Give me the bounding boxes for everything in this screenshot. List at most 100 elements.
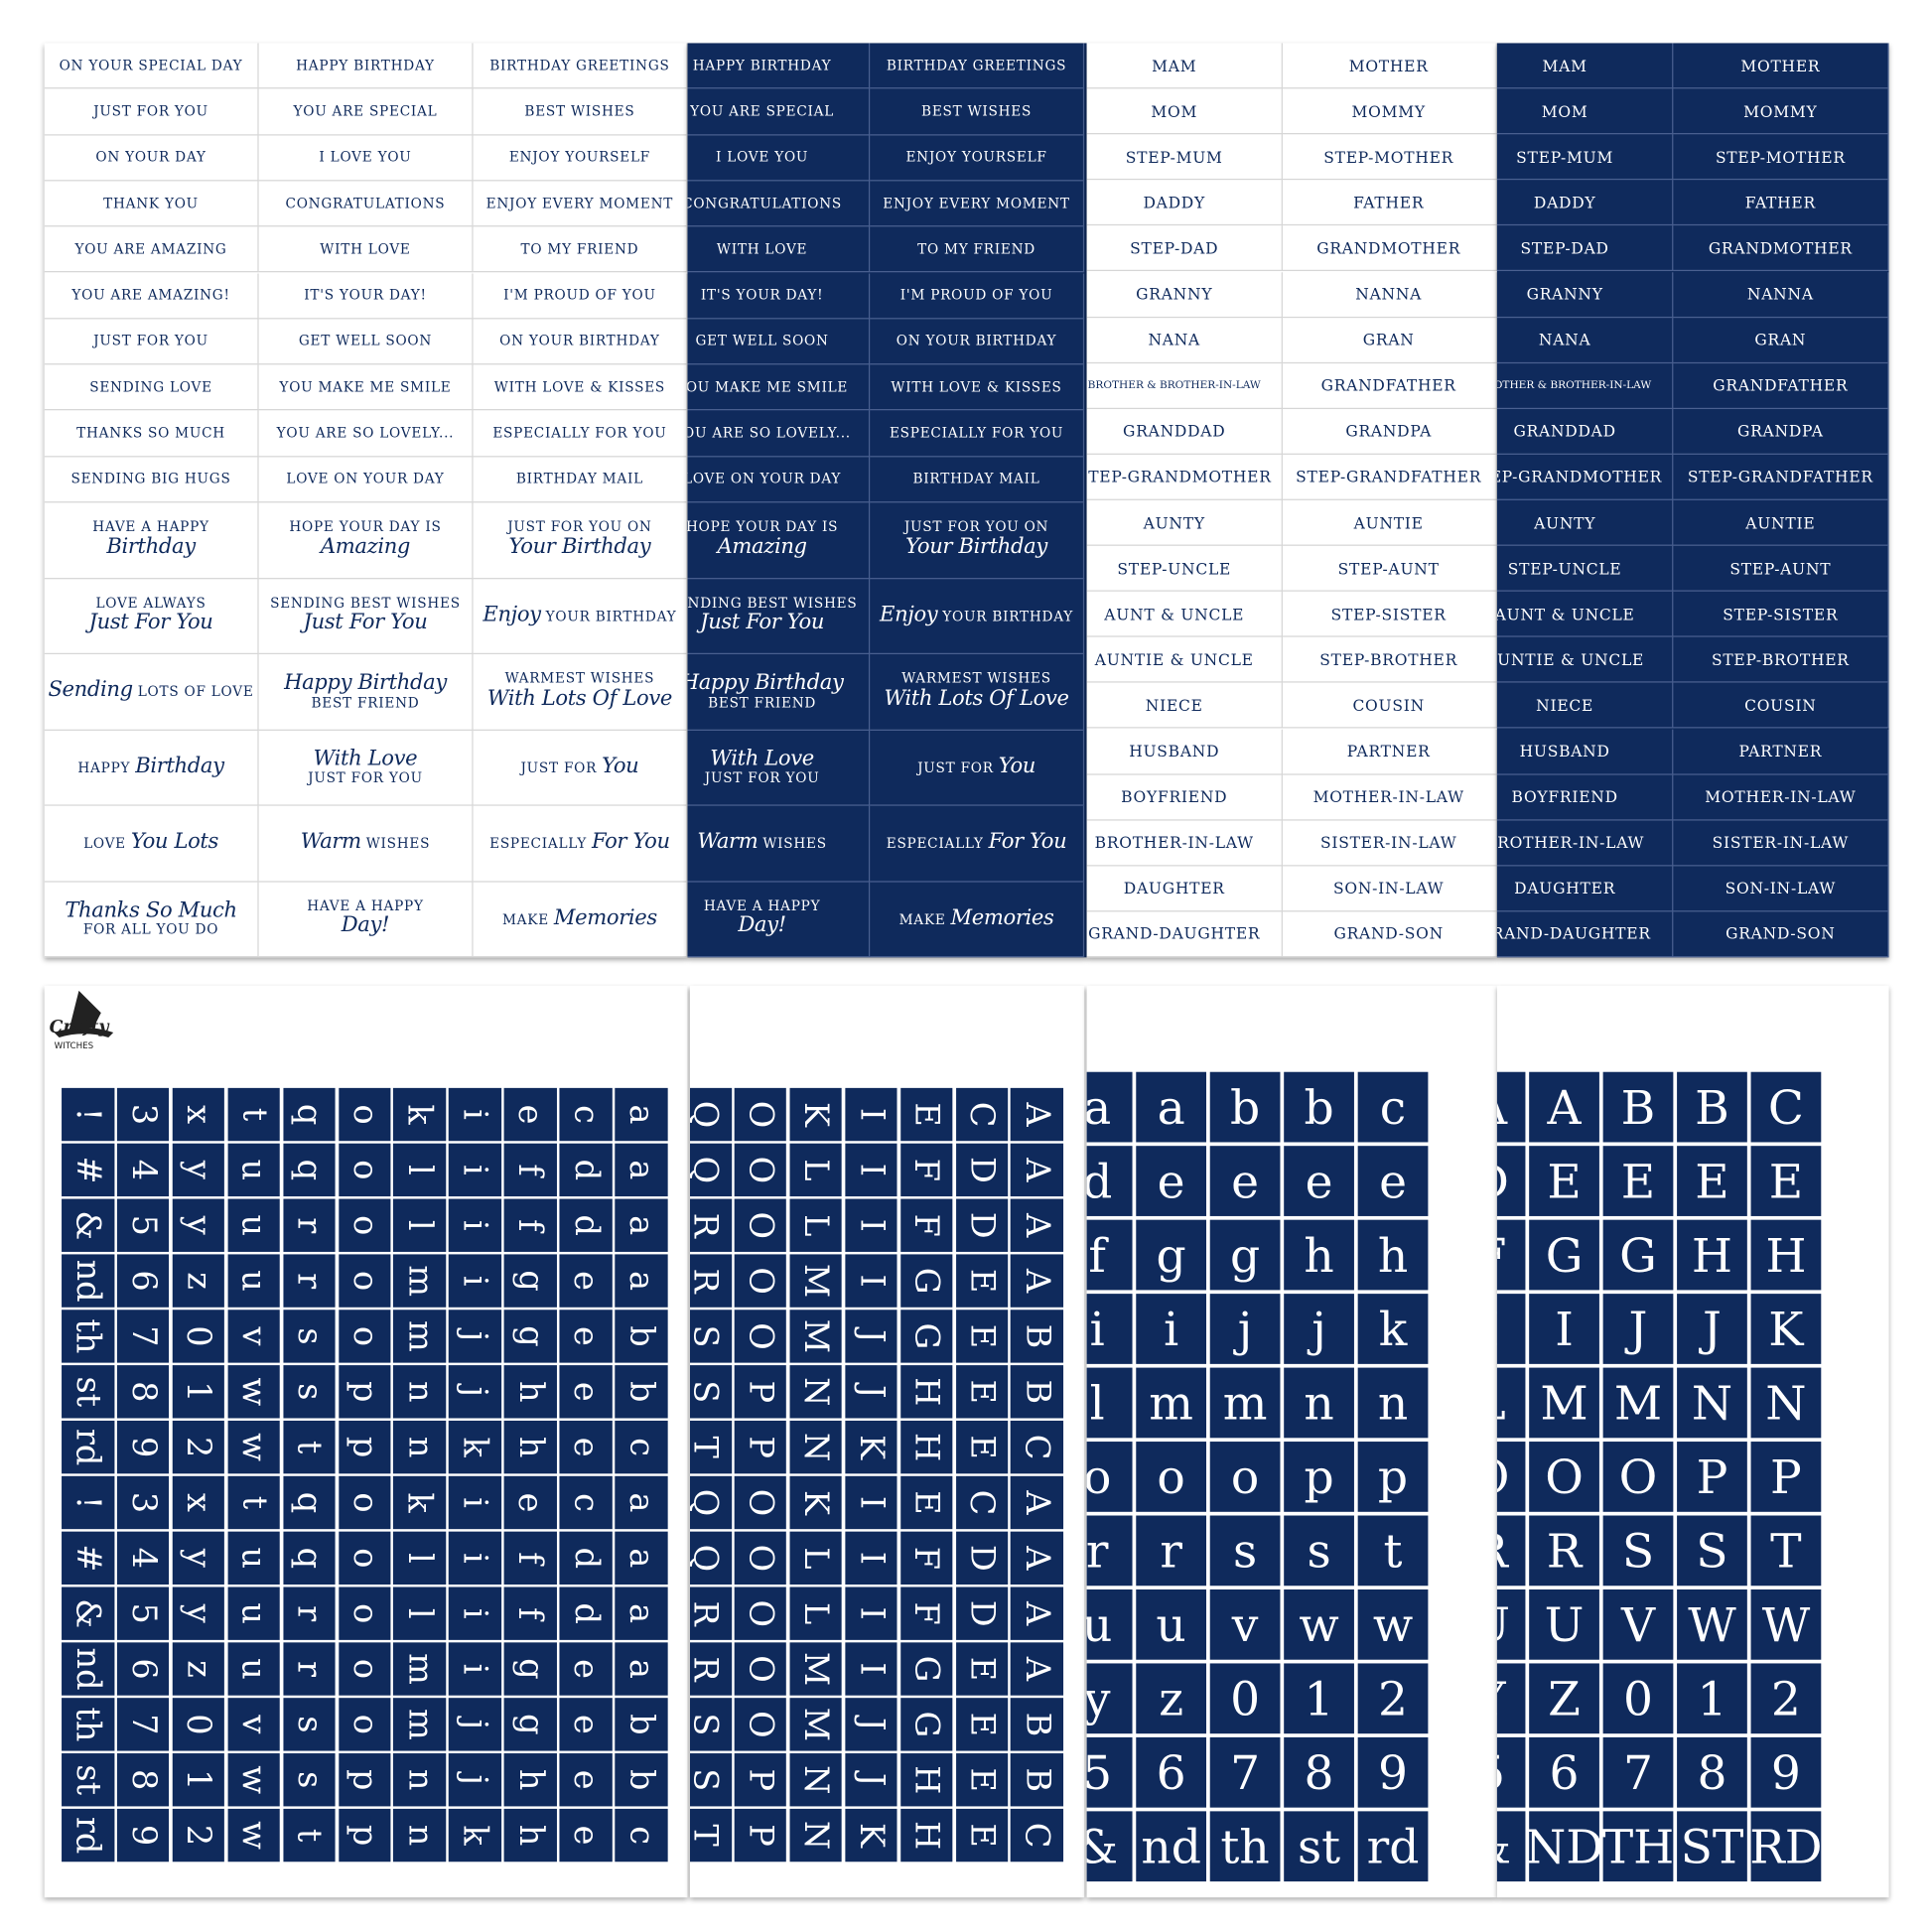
letter-sticker: M (789, 1698, 843, 1751)
label: H (906, 1433, 946, 1462)
cell-line: HOPE YOUR DAY IS (688, 519, 839, 536)
cell-line: Just For You (700, 611, 824, 635)
label: e (566, 1437, 606, 1457)
label: I LOVE YOU (716, 149, 809, 166)
letter-sticker: m (393, 1642, 447, 1696)
label: MOM (1151, 101, 1198, 121)
letter-sticker: L (789, 1143, 843, 1197)
cell-line: SENDING BEST WISHES (688, 595, 858, 612)
label: l (400, 1607, 439, 1619)
cell-line: MAKE Memories (502, 906, 657, 930)
sentiment-sticker: HAPPY Birthday (44, 730, 259, 806)
letter-sticker: A (1496, 1071, 1526, 1143)
label: MOTHER-IN-LAW (1312, 787, 1464, 806)
family-sticker: STEP-AUNT (1673, 545, 1889, 592)
letter-sticker: F (899, 1143, 953, 1197)
label: E (962, 1767, 1002, 1792)
label: A (1018, 1158, 1056, 1182)
sentiment-sheet: HAPPY BIRTHDAY YOU ARE SPECIAL I LOVE YOU C… (687, 43, 1087, 958)
label: H (906, 1820, 946, 1851)
label: COUSIN (1352, 696, 1425, 715)
label: S (690, 1324, 724, 1347)
label: 6 (1156, 1744, 1186, 1800)
label: v (1231, 1597, 1259, 1652)
label: f (510, 1219, 550, 1232)
label: h (510, 1768, 550, 1791)
letter-sticker: a (615, 1198, 668, 1252)
label: 5 (1087, 1745, 1113, 1800)
letter-sheet: ! # & nd th st rd! # & nd th st rd 3 4 5 6 7 8 9 3 4 5 6 7 8 9 x y y z… (44, 985, 688, 1898)
letter-sticker: G (1529, 1219, 1599, 1291)
label: j (456, 1774, 494, 1785)
letter-sticker: G (899, 1310, 953, 1363)
label: Day! (341, 913, 390, 938)
cell-line: Happy Birthday (687, 670, 844, 696)
label: J (1628, 1302, 1648, 1356)
label: j (456, 1330, 494, 1342)
letter-sticker: 7 (1209, 1736, 1281, 1808)
letter-sticker: s (1209, 1515, 1281, 1587)
label: P (741, 1380, 780, 1404)
letter-sticker: H (1677, 1219, 1747, 1291)
label: j (1311, 1302, 1326, 1356)
label: m (400, 1320, 439, 1352)
letter-sticker: h (1284, 1219, 1354, 1291)
letter-sticker: j (449, 1365, 501, 1419)
label: N (796, 1377, 835, 1407)
label: PARTNER (1738, 742, 1823, 760)
label: f (510, 1164, 550, 1176)
letter-sticker: y (172, 1143, 225, 1197)
letter-sticker: e (1209, 1146, 1281, 1216)
label: q (290, 1547, 329, 1570)
letter-sticker: g (503, 1254, 557, 1308)
label: FATHER (1744, 193, 1816, 212)
label: c (1379, 1079, 1407, 1135)
letter-sticker: P (734, 1365, 787, 1419)
letter-sticker: G (1602, 1219, 1674, 1291)
letter-sticker: I (844, 1198, 897, 1252)
sentiment-sticker: LOVE You Lots (44, 805, 259, 882)
letter-sticker: a (1136, 1071, 1207, 1143)
label: b (621, 1325, 660, 1347)
letter-sticker: N (789, 1420, 843, 1474)
label: e (566, 1769, 606, 1790)
label: O (1618, 1449, 1658, 1504)
sentiment-sticker: ENJOY EVERY MOMENT (473, 181, 688, 227)
letter-sticker: 2 (172, 1808, 225, 1863)
letter-sticker: R (1496, 1515, 1526, 1587)
letter-sticker: i (449, 1642, 501, 1696)
label: L (796, 1602, 835, 1625)
label: e (566, 1659, 606, 1679)
label: A (1018, 1546, 1056, 1571)
letter-sticker: o (1209, 1442, 1281, 1512)
label: V (1620, 1597, 1656, 1652)
label: 9 (1770, 1744, 1801, 1800)
label: Happy Birthday (687, 670, 844, 696)
sentiment-sticker: BIRTHDAY MAIL (870, 457, 1085, 503)
sentiment-sticker: ENJOY YOURSELF (473, 135, 688, 182)
label: o (345, 1603, 384, 1624)
family-sticker: MOMMY (1281, 88, 1497, 135)
letter-sticker: r (282, 1198, 336, 1252)
label: MOMMY (1743, 101, 1818, 121)
sentiment-sticker: YOU MAKE ME SMILE (258, 364, 474, 411)
family-sticker: STEP-DAD (1496, 225, 1674, 272)
letter-sticker: g (1136, 1219, 1207, 1291)
label: O (741, 1156, 780, 1184)
label: R (690, 1213, 724, 1238)
letter-sticker: A (1011, 1254, 1063, 1308)
letter-sticker: a (1086, 1071, 1133, 1143)
letter-sticker: I (844, 1587, 897, 1640)
letter-sticker: 6 (116, 1642, 170, 1696)
label: st (69, 1764, 107, 1796)
label: w (234, 1821, 273, 1850)
label: & (1497, 1819, 1511, 1873)
sentiment-sticker: JUST FOR YOU ON Your Birthday (473, 502, 688, 579)
letter-sticker: r (282, 1587, 336, 1640)
letter-sticker: Q (689, 1531, 732, 1586)
cell-line: JUST FOR YOU ON (904, 519, 1048, 536)
sentiment-sticker: With Love JUST FOR YOU (687, 730, 871, 806)
family-sticker: STEP-MOTHER (1281, 134, 1497, 181)
sentiment-sticker: THANK YOU (44, 181, 259, 227)
letter-sticker: f (503, 1531, 557, 1586)
